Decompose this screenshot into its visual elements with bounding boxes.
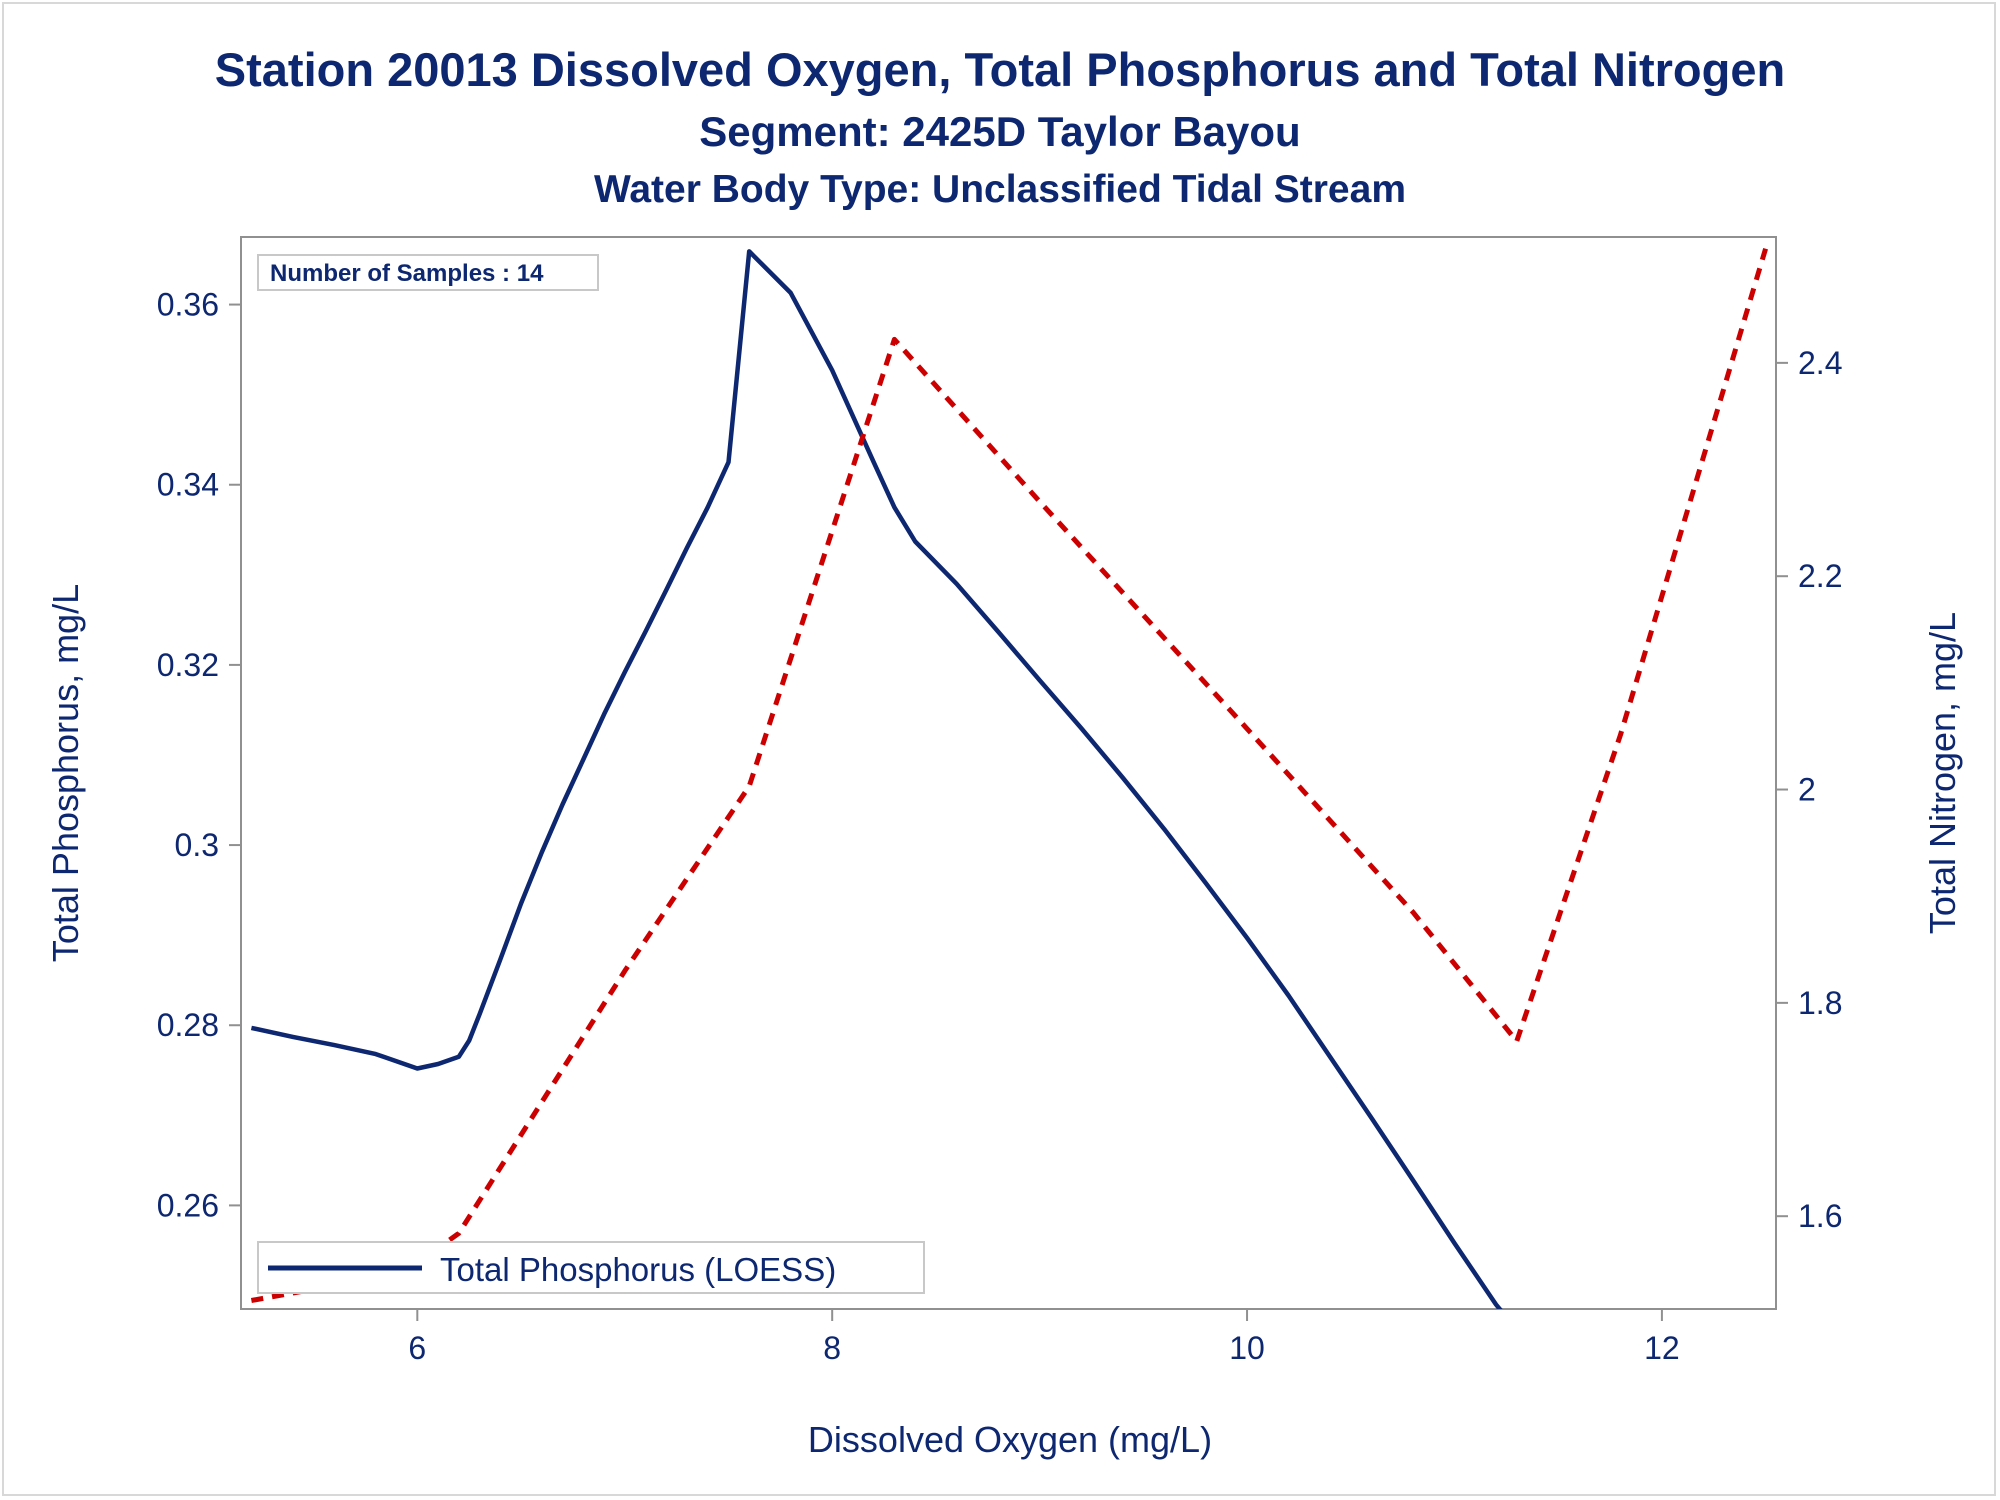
right-y-tick-label: 2.2	[1798, 558, 1842, 594]
right-y-tick-label: 2.4	[1798, 345, 1842, 381]
series-lines	[250, 247, 1768, 1309]
chart-title: Station 20013 Dissolved Oxygen, Total Ph…	[214, 43, 1786, 96]
plot-area	[240, 236, 1777, 1310]
sample-count-box	[257, 254, 599, 291]
series-line-total-phosphorus	[250, 249, 1503, 1309]
sample-count-text: Number of Samples : 14	[270, 260, 544, 287]
x-axis-label: Dissolved Oxygen (mg/L)	[808, 1419, 1212, 1460]
left-y-tick-label: 0.28	[157, 1007, 219, 1043]
series-line-total-nitrogen	[250, 247, 1768, 1303]
left-y-tick-label: 0.34	[157, 467, 219, 503]
left-y-tick-label: 0.32	[157, 647, 219, 683]
right-y-tick-label: 1.8	[1798, 985, 1842, 1021]
sample-count-inset: Number of Samples : 14	[257, 254, 599, 291]
left-y-tick-label: 0.36	[157, 287, 219, 323]
left-y-tick-label: 0.3	[175, 827, 219, 863]
legend-entry-total-phosphorus: Total Phosphorus (LOESS)	[440, 1251, 836, 1288]
chart-subtitle-segment: Segment: 2425D Taylor Bayou	[699, 108, 1301, 155]
left-y-tick-label: 0.26	[157, 1187, 219, 1223]
legend: Total Phosphorus (LOESS)	[257, 1241, 925, 1294]
right-axis-label: Total Nitrogen, mg/L	[1922, 612, 1963, 934]
right-y-tick-label: 1.6	[1798, 1198, 1842, 1234]
axes: 6 8 10 12 0.26 0.28 0.3 0.32 0.34 0.36 1.6 1.8 2 2.2 2…	[157, 287, 1843, 1366]
left-axis-label: Total Phosphorus, mg/L	[45, 584, 86, 962]
right-y-tick-label: 2	[1798, 772, 1816, 808]
chart-subtitle-water-body: Water Body Type: Unclassified Tidal Stre…	[594, 168, 1406, 211]
x-tick-label: 6	[408, 1330, 426, 1366]
x-tick-label: 12	[1644, 1330, 1680, 1366]
x-tick-label: 10	[1229, 1330, 1265, 1366]
x-tick-label: 8	[823, 1330, 841, 1366]
